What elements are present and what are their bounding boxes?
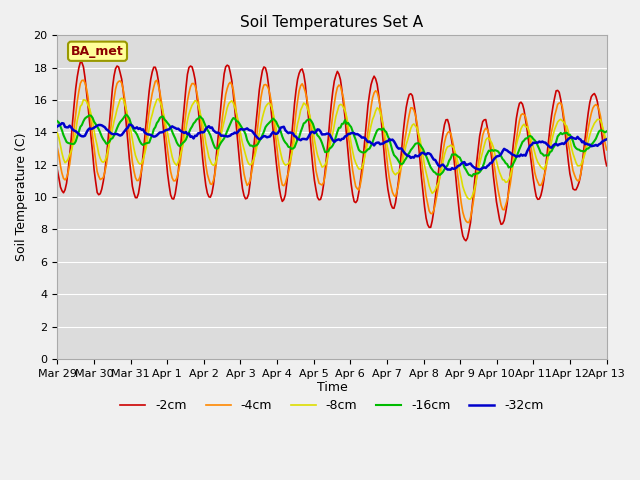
-16cm xyxy=(603,129,611,134)
-16cm xyxy=(122,112,130,118)
Title: Soil Temperatures Set A: Soil Temperatures Set A xyxy=(241,15,424,30)
-2cm xyxy=(122,121,130,127)
-4cm xyxy=(575,178,583,183)
-32cm xyxy=(246,128,254,133)
Line: -16cm: -16cm xyxy=(58,115,607,176)
Text: BA_met: BA_met xyxy=(71,45,124,58)
-4cm xyxy=(219,113,227,119)
-4cm xyxy=(79,77,87,83)
-8cm xyxy=(467,196,474,202)
-8cm xyxy=(575,163,583,168)
-2cm xyxy=(603,163,611,168)
-2cm xyxy=(77,59,84,65)
-16cm xyxy=(295,134,303,140)
-8cm xyxy=(295,115,303,120)
-16cm xyxy=(575,147,583,153)
-16cm xyxy=(219,138,227,144)
-4cm xyxy=(237,148,245,154)
-4cm xyxy=(246,178,254,183)
-32cm xyxy=(54,123,61,129)
-16cm xyxy=(468,173,476,179)
-4cm xyxy=(603,147,611,153)
-8cm xyxy=(118,96,125,101)
-2cm xyxy=(295,71,303,76)
-2cm xyxy=(237,174,245,180)
-2cm xyxy=(462,238,470,244)
-4cm xyxy=(295,88,303,94)
-8cm xyxy=(246,162,254,168)
-16cm xyxy=(246,143,254,148)
-32cm xyxy=(295,136,303,142)
-32cm xyxy=(447,167,454,173)
Line: -8cm: -8cm xyxy=(58,98,607,199)
-2cm xyxy=(54,168,61,173)
-8cm xyxy=(54,130,61,136)
Legend: -2cm, -4cm, -8cm, -16cm, -32cm: -2cm, -4cm, -8cm, -16cm, -32cm xyxy=(115,395,548,418)
-4cm xyxy=(122,107,130,113)
Line: -32cm: -32cm xyxy=(58,123,607,170)
-16cm xyxy=(237,123,245,129)
-2cm xyxy=(246,180,254,185)
-2cm xyxy=(575,180,583,185)
-16cm xyxy=(121,113,129,119)
Y-axis label: Soil Temperature (C): Soil Temperature (C) xyxy=(15,133,28,262)
-8cm xyxy=(603,137,611,143)
-32cm xyxy=(58,120,66,126)
-16cm xyxy=(54,118,61,124)
-32cm xyxy=(122,126,130,132)
-4cm xyxy=(54,145,61,151)
Line: -2cm: -2cm xyxy=(58,62,607,241)
Line: -4cm: -4cm xyxy=(58,80,607,223)
X-axis label: Time: Time xyxy=(317,382,348,395)
-4cm xyxy=(465,220,473,226)
-32cm xyxy=(219,132,227,138)
-8cm xyxy=(122,107,130,112)
-32cm xyxy=(237,126,245,132)
-2cm xyxy=(219,84,227,90)
-32cm xyxy=(575,136,583,142)
-8cm xyxy=(237,133,245,139)
-32cm xyxy=(603,136,611,142)
-8cm xyxy=(219,125,227,131)
